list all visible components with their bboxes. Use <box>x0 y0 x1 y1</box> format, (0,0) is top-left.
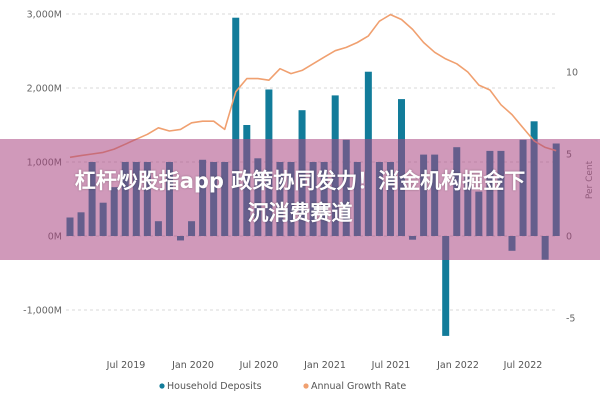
y-left-tick-label: 2,000M <box>27 84 62 95</box>
y-left-tick-label: 3,000M <box>27 10 62 21</box>
y-left-tick-label: -1,000M <box>23 306 62 317</box>
x-tick-label: Jan 2022 <box>436 360 479 371</box>
y-right-tick-label: 10 <box>566 68 578 79</box>
headline-line-1: 杠杆炒股指app 政策协同发力！消金机构掘金下 <box>74 169 526 193</box>
x-axis: Jul 2019 Jan 2020 Jul 2020 Jan 2021 Jul 2021… <box>106 360 543 371</box>
legend-household-deposits-marker <box>159 383 165 389</box>
annual-growth-line <box>69 13 557 159</box>
x-tick-label: Jul 2022 <box>503 360 543 371</box>
legend-household-deposits-label: Household Deposits <box>167 381 262 392</box>
x-tick-label: Jul 2019 <box>106 360 146 371</box>
headline-banner <box>0 139 600 260</box>
x-tick-label: Jul 2020 <box>239 360 279 371</box>
legend: Household Deposits Annual Growth Rate <box>159 381 406 392</box>
y-right-tick-label: -5 <box>566 314 575 325</box>
legend-annual-growth-marker <box>303 383 309 389</box>
bar <box>232 17 240 237</box>
legend-annual-growth-label: Annual Growth Rate <box>311 381 406 392</box>
headline-text: 杠杆炒股指app 政策协同发力！消金机构掘金下 沉消费赛道 <box>0 165 600 229</box>
headline-line-2: 沉消费赛道 <box>247 201 353 225</box>
x-tick-label: Jan 2020 <box>171 360 214 371</box>
x-tick-label: Jul 2021 <box>371 360 411 371</box>
bar <box>442 236 450 336</box>
x-tick-label: Jan 2021 <box>303 360 346 371</box>
